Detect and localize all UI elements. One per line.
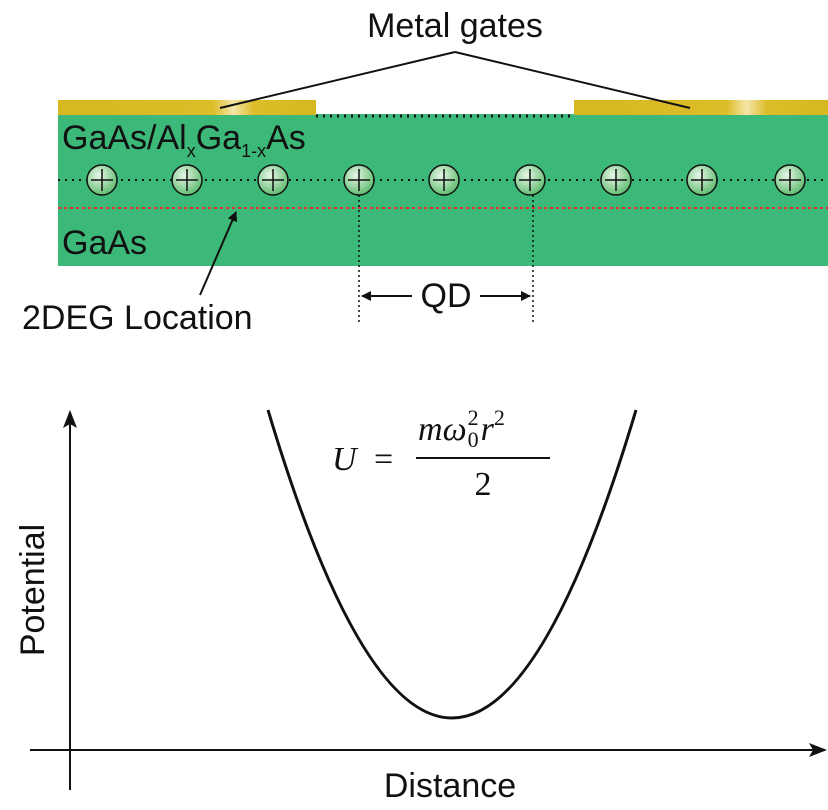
text: m <box>418 411 443 448</box>
text: r <box>481 411 495 448</box>
formula-lhs: U <box>332 441 359 478</box>
text: As <box>266 119 306 157</box>
text: 2 <box>494 405 505 430</box>
qd-label: QD <box>421 277 472 315</box>
parabola <box>268 410 636 718</box>
layer-top-label: GaAs/AlxGa1-xAs <box>62 119 306 161</box>
text: 1-x <box>241 141 266 161</box>
text: ω <box>443 411 467 448</box>
formula-den: 2 <box>475 466 492 503</box>
gate-right <box>574 100 828 115</box>
gate-left <box>58 100 316 115</box>
donors <box>87 165 805 195</box>
2deg-label: 2DEG Location <box>22 299 253 337</box>
text: 0 <box>468 427 479 452</box>
formula-eq: = <box>374 441 393 478</box>
y-label: Potential <box>14 524 52 656</box>
text: Ga <box>196 119 241 157</box>
text: x <box>187 141 196 161</box>
pointer <box>220 52 455 108</box>
x-label: Distance <box>384 767 516 805</box>
diagram: Metal gates GaAs/AlxGa1-xAs GaAs 2DEG Lo… <box>0 0 828 810</box>
gates-label: Metal gates <box>367 7 543 45</box>
pointer <box>455 52 690 108</box>
layer-bottom-label: GaAs <box>62 224 147 262</box>
text: GaAs/Al <box>62 119 187 157</box>
